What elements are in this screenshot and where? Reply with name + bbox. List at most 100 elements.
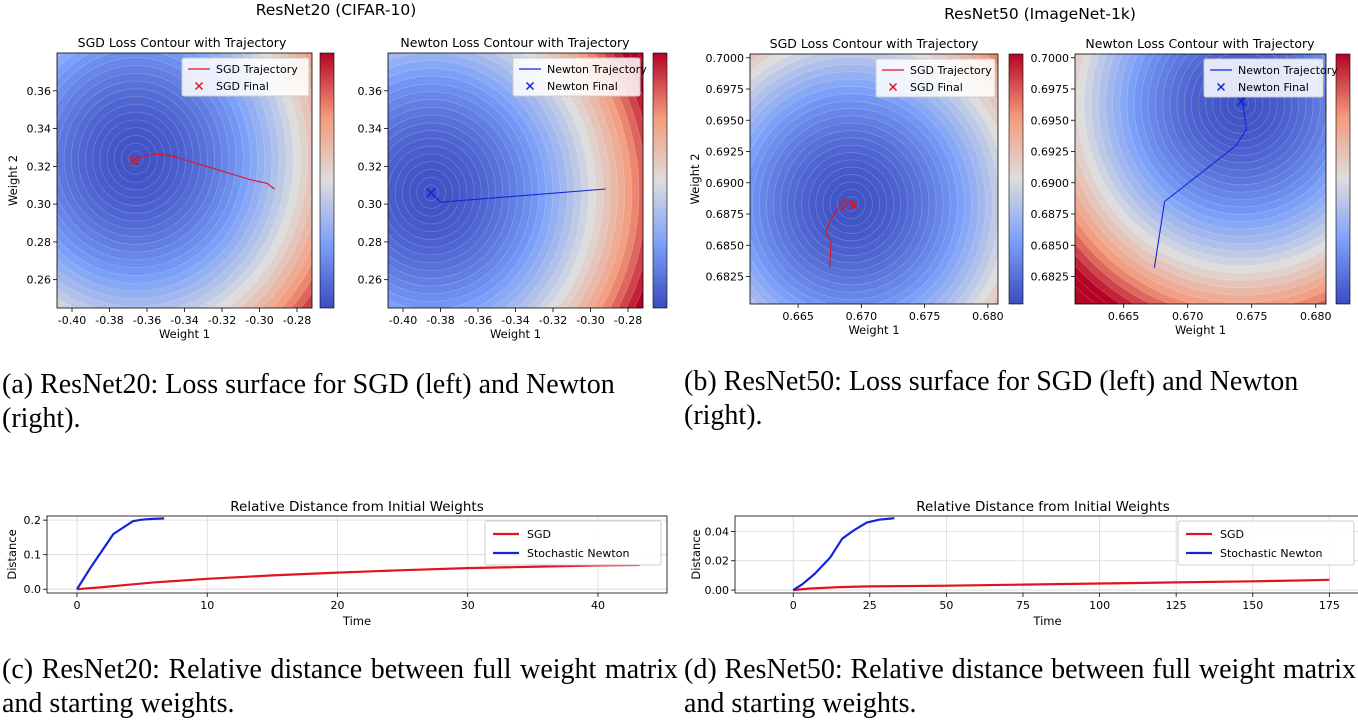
x-tick-label: 50 bbox=[939, 599, 953, 612]
y-axis-label: Distance bbox=[689, 529, 703, 579]
subplot-title: Newton Loss Contour with Trajectory bbox=[400, 35, 630, 50]
series-line-stochastic-newton bbox=[76, 517, 165, 590]
y-tick-label: 0.6825 bbox=[1031, 271, 1070, 284]
x-tick-label: 175 bbox=[1319, 599, 1340, 612]
panel-b-newton: 0.665 0.670 0.675 0.680 0.6825 0.6850 0.6875 0.… bbox=[1031, 36, 1351, 337]
suptitle-resnet50: ResNet50 (ImageNet-1k) bbox=[944, 5, 1136, 23]
x-tick-label: -0.32 bbox=[539, 314, 567, 327]
y-tick-label: 0.6850 bbox=[1031, 239, 1070, 252]
x-tick-label: -0.36 bbox=[133, 314, 161, 327]
x-axis-label: Weight 1 bbox=[1175, 323, 1226, 337]
legend-box bbox=[181, 57, 310, 97]
legend-label-trajectory: Newton Trajectory bbox=[547, 63, 647, 76]
legend-box bbox=[1177, 520, 1355, 566]
y-tick-label: 0.7000 bbox=[1031, 52, 1070, 65]
y-tick-label: 0.34 bbox=[27, 123, 52, 136]
x-tick-label: 30 bbox=[461, 599, 475, 612]
x-tick-label: 0.675 bbox=[1236, 310, 1268, 323]
series-line-stochastic-newton bbox=[792, 517, 895, 592]
x-tick-label: 0.680 bbox=[972, 310, 1004, 323]
x-tick-label: 10 bbox=[200, 599, 214, 612]
y-axis-label: Distance bbox=[5, 529, 19, 579]
y-tick-label: 0.6925 bbox=[1031, 146, 1070, 159]
x-tick-label: 100 bbox=[1089, 599, 1110, 612]
subplot-title: Newton Loss Contour with Trajectory bbox=[1085, 36, 1315, 51]
final-marker-stroke bbox=[426, 188, 436, 198]
legend-marker-swatch bbox=[1216, 82, 1226, 92]
y-tick-label: 0.1 bbox=[24, 549, 42, 562]
x-axis-label: Weight 1 bbox=[848, 323, 899, 337]
y-tick-label: 0.6950 bbox=[706, 114, 745, 127]
y-tick-label: 0.0 bbox=[24, 583, 42, 596]
contour-field bbox=[750, 54, 998, 304]
panel-a-newton: -0.40 -0.38 -0.36 -0.34 -0.32 -0.30 -0.28 0.26 0… bbox=[358, 35, 668, 341]
subplot-title: Relative Distance from Initial Weights bbox=[230, 499, 483, 515]
legend-label: Stochastic Newton bbox=[1220, 547, 1322, 560]
x-tick-label: 0.680 bbox=[1300, 310, 1332, 323]
x-tick-label: -0.30 bbox=[576, 314, 604, 327]
y-tick-label: 0.30 bbox=[358, 198, 383, 211]
x-tick-label: 0.665 bbox=[782, 310, 814, 323]
subplot-title: SGD Loss Contour with Trajectory bbox=[78, 35, 287, 50]
caption-a: (a) ResNet20: Loss surface for SGD (left… bbox=[2, 369, 615, 434]
series-line-sgd bbox=[793, 578, 1330, 592]
y-axis-label: Weight 2 bbox=[6, 155, 20, 206]
final-marker bbox=[1236, 96, 1247, 107]
contour-field bbox=[388, 53, 643, 308]
x-tick-label: 20 bbox=[330, 599, 344, 612]
y-tick-label: 0.6850 bbox=[706, 239, 745, 252]
y-tick-label: 0.36 bbox=[358, 85, 383, 98]
x-tick-label: 0.670 bbox=[846, 310, 878, 323]
series-line-sgd bbox=[76, 563, 640, 591]
legend-box bbox=[484, 520, 662, 566]
x-tick-label: -0.34 bbox=[170, 314, 198, 327]
x-tick-label: 150 bbox=[1242, 599, 1263, 612]
legend-label-final: Newton Final bbox=[547, 80, 618, 93]
x-tick-label: -0.38 bbox=[426, 314, 454, 327]
x-tick-label: -0.40 bbox=[58, 314, 86, 327]
legend-label-final: Newton Final bbox=[1238, 81, 1309, 94]
legend: Newton Trajectory Newton Final bbox=[1203, 58, 1338, 98]
x-tick-label: -0.32 bbox=[208, 314, 236, 327]
axes-frame bbox=[734, 515, 1358, 594]
legend-box bbox=[1203, 58, 1324, 98]
y-tick-label: 0.6975 bbox=[706, 83, 745, 96]
y-tick-label: 0.36 bbox=[27, 85, 52, 98]
trajectory-line bbox=[825, 197, 855, 268]
legend-label-trajectory: Newton Trajectory bbox=[1238, 64, 1338, 77]
y-tick-label: 0.32 bbox=[27, 160, 52, 173]
axes-frame bbox=[749, 53, 999, 305]
legend-label-final: SGD Final bbox=[216, 80, 269, 93]
legend: SGD Stochastic Newton bbox=[484, 520, 662, 566]
x-tick-label: -0.34 bbox=[501, 314, 529, 327]
x-tick-label: 0.665 bbox=[1108, 310, 1140, 323]
legend: SGD Trajectory SGD Final bbox=[875, 58, 996, 98]
colorbar bbox=[1008, 53, 1024, 305]
legend-label: SGD bbox=[1220, 528, 1244, 541]
suptitle-resnet20: ResNet20 (CIFAR-10) bbox=[256, 1, 417, 19]
x-tick-label: -0.28 bbox=[614, 314, 642, 327]
y-tick-label: 0.7000 bbox=[706, 52, 745, 65]
x-tick-label: 0.675 bbox=[909, 310, 941, 323]
subplot-title: SGD Loss Contour with Trajectory bbox=[770, 36, 979, 51]
y-tick-label: 0.6900 bbox=[706, 177, 745, 190]
x-tick-label: 125 bbox=[1166, 599, 1187, 612]
caption-d: (d) ResNet50: Relative distance between … bbox=[684, 654, 1356, 719]
y-tick-label: 0.6825 bbox=[706, 271, 745, 284]
x-tick-label: 0.670 bbox=[1172, 310, 1204, 323]
trajectory-line bbox=[135, 153, 275, 190]
x-axis-label: Weight 1 bbox=[490, 327, 541, 341]
legend-marker-swatch bbox=[194, 81, 204, 91]
caption-b: (b) ResNet50: Loss surface for SGD (left… bbox=[684, 366, 1299, 431]
subplot-title: Relative Distance from Initial Weights bbox=[916, 499, 1169, 515]
y-tick-label: 0.28 bbox=[358, 236, 383, 249]
series-group bbox=[76, 517, 640, 591]
x-axis-label: Time bbox=[342, 614, 371, 628]
x-tick-label: -0.38 bbox=[95, 314, 123, 327]
legend-box bbox=[512, 57, 641, 97]
x-tick-label: 40 bbox=[591, 599, 605, 612]
x-axis-label: Time bbox=[1032, 614, 1061, 628]
final-marker bbox=[129, 155, 139, 166]
series-group bbox=[792, 517, 1330, 592]
